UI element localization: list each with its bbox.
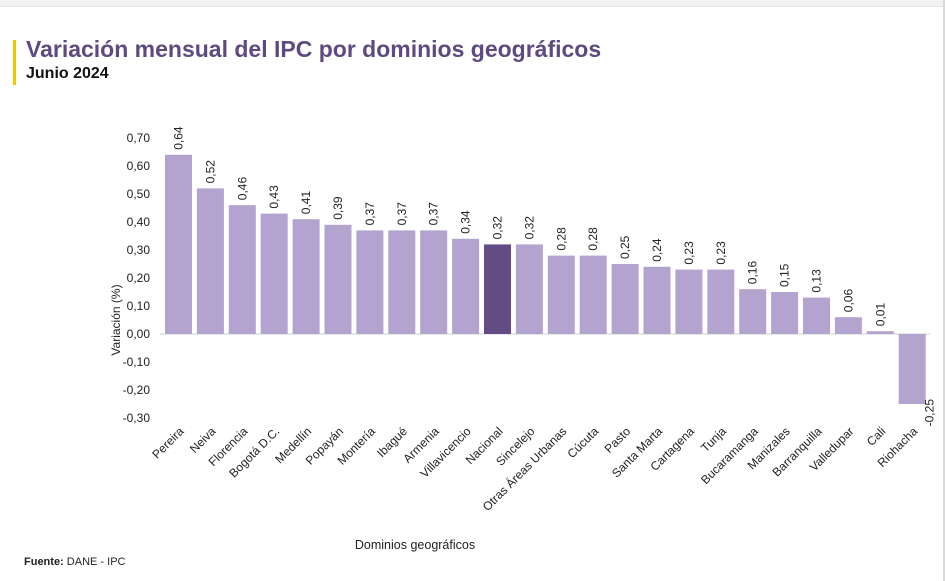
data-label: 0,37	[395, 202, 409, 226]
bar	[165, 154, 192, 334]
y-axis-title: Variación (%)	[109, 284, 123, 355]
x-tick-label: Pereira	[149, 424, 186, 461]
bar	[260, 213, 288, 334]
bar	[834, 317, 862, 334]
x-tick-label: Cali	[864, 424, 889, 449]
right-border	[943, 0, 945, 581]
bar	[707, 269, 735, 334]
bar	[324, 224, 352, 334]
bar	[579, 255, 607, 334]
data-label: 0,15	[778, 263, 792, 287]
y-tick-label: 0,20	[127, 271, 151, 285]
y-tick-label: -0,10	[123, 355, 151, 369]
bar	[771, 292, 799, 334]
data-label: 0,23	[714, 241, 728, 265]
bar	[228, 205, 256, 334]
data-label: 0,52	[203, 160, 217, 184]
data-label: 0,46	[235, 177, 249, 201]
data-label: 0,37	[427, 202, 441, 226]
data-label: -0,25	[923, 399, 937, 427]
source-text: DANE - IPC	[66, 556, 126, 568]
x-axis-title: Dominios geográficos	[355, 538, 475, 552]
data-label: 0,24	[650, 238, 664, 262]
bar	[515, 244, 543, 334]
data-label: 0,28	[554, 227, 568, 251]
bar	[388, 230, 416, 334]
bar	[420, 230, 448, 334]
data-label: 0,32	[522, 216, 536, 240]
data-label: 0,13	[810, 269, 824, 293]
title-accent-bar	[13, 40, 16, 85]
data-label: 0,34	[459, 210, 473, 234]
data-label: 0,23	[682, 241, 696, 265]
bar	[452, 238, 480, 334]
source-label: Fuente:	[24, 556, 64, 568]
y-tick-label: -0,20	[123, 383, 151, 397]
page-title: Variación mensual del IPC por dominios g…	[26, 36, 602, 62]
y-tick-label: -0,30	[123, 411, 151, 425]
data-label: 0,32	[491, 216, 505, 240]
data-label: 0,16	[746, 261, 760, 285]
data-label: 0,64	[172, 126, 186, 150]
page-subtitle: Junio 2024	[26, 65, 109, 82]
y-tick-label: 0,00	[127, 327, 151, 341]
y-tick-label: 0,70	[127, 131, 151, 145]
y-tick-label: 0,40	[127, 215, 151, 229]
x-tick-label: Cúcuta	[565, 424, 602, 461]
data-label: 0,41	[299, 191, 313, 215]
data-label: 0,39	[331, 196, 345, 220]
y-tick-label: 0,50	[127, 187, 151, 201]
data-label: 0,01	[873, 303, 887, 327]
bar	[643, 266, 671, 334]
data-label: 0,06	[841, 289, 855, 313]
y-tick-label: 0,30	[127, 243, 151, 257]
source-footer: Fuente: DANE - IPC	[24, 556, 125, 568]
data-label: 0,28	[586, 227, 600, 251]
bar	[898, 334, 926, 404]
top-border	[0, 0, 945, 7]
bar	[547, 255, 575, 334]
bar	[356, 230, 384, 334]
data-label: 0,25	[618, 235, 632, 259]
data-label: 0,37	[363, 202, 377, 226]
bar	[803, 297, 830, 334]
bar	[675, 269, 703, 334]
bar	[292, 219, 320, 334]
bar	[611, 264, 639, 334]
bar	[196, 188, 224, 334]
data-label: 0,43	[267, 185, 281, 209]
bar	[739, 289, 767, 334]
bar	[484, 244, 511, 334]
bar	[866, 331, 894, 334]
y-tick-label: 0,10	[127, 299, 151, 313]
y-tick-label: 0,60	[127, 159, 151, 173]
